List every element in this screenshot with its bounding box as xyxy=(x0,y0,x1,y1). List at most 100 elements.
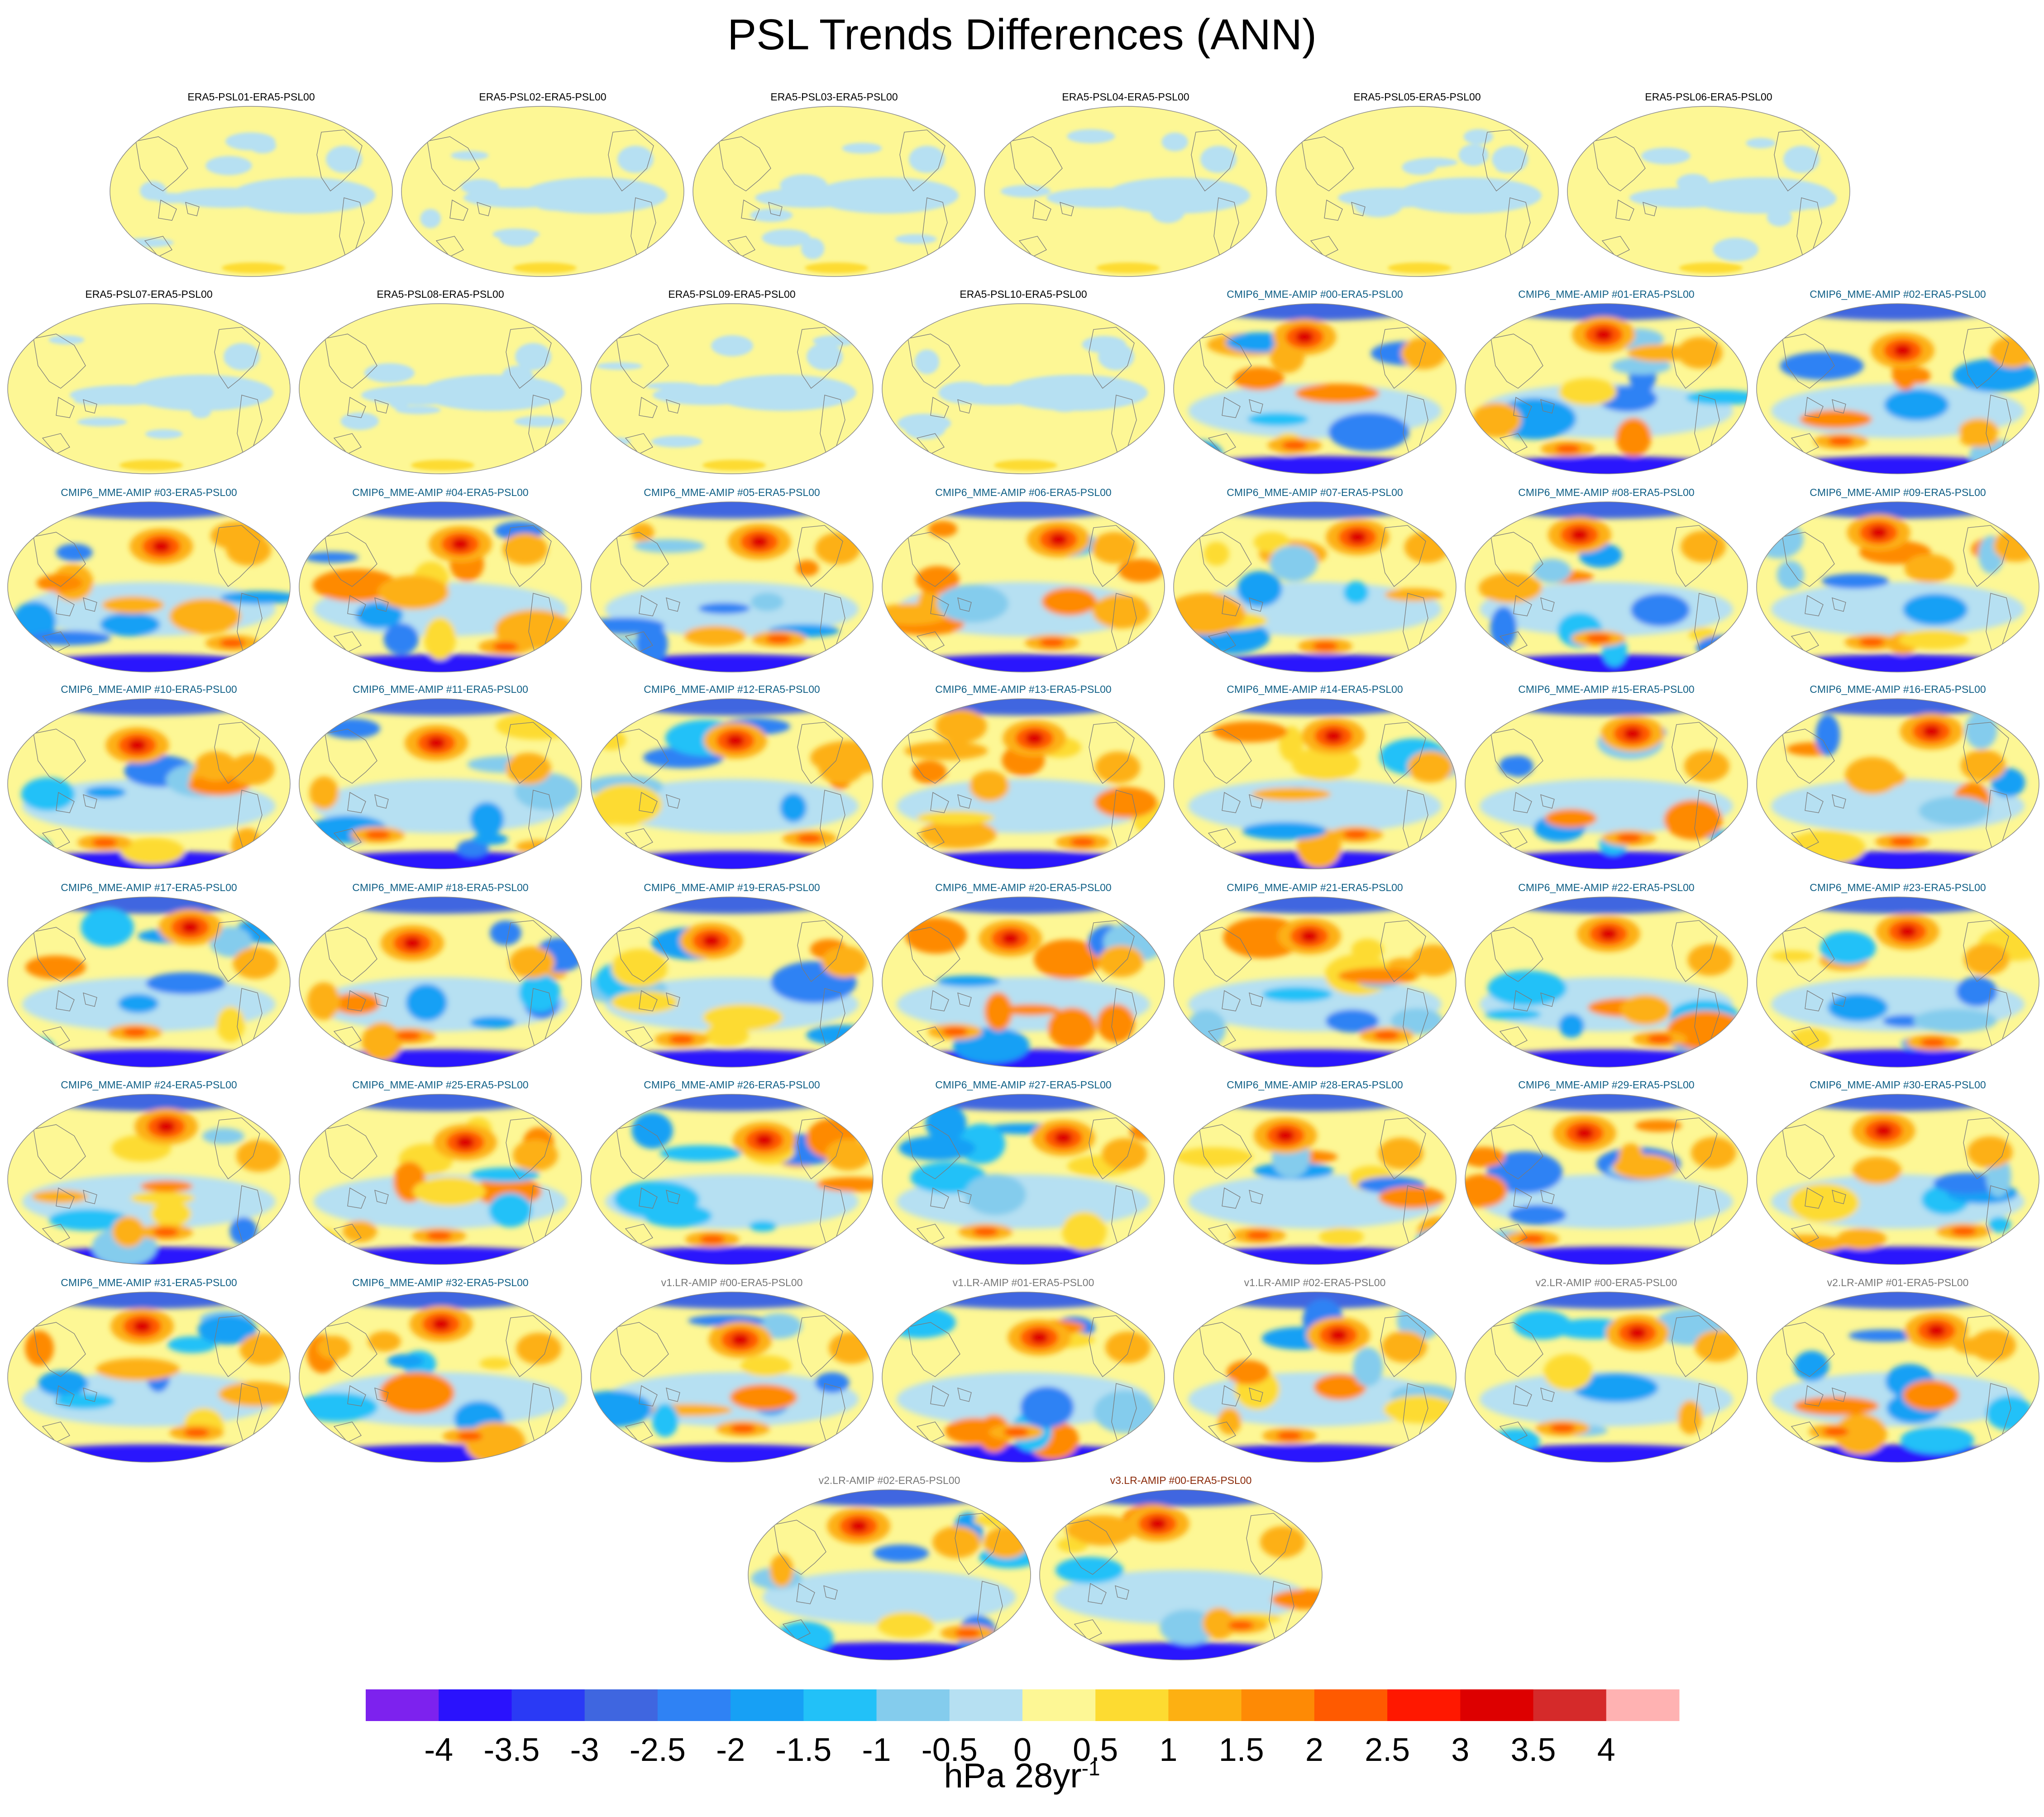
colorbar-tick-label: -4 xyxy=(424,1732,453,1768)
anomaly-region xyxy=(850,1520,868,1533)
anomaly-region xyxy=(1260,1526,1305,1558)
colorbar-tick-label: 2.5 xyxy=(1365,1732,1410,1768)
map-outline xyxy=(984,106,1267,277)
anomaly-region xyxy=(1378,1186,1445,1209)
map-panel: ERA5-PSL08-ERA5-PSL00 xyxy=(298,288,583,476)
anomaly-region xyxy=(1713,238,1759,262)
map-panel: CMIP6_MME-AMIP #07-ERA5-PSL00 xyxy=(1172,486,1457,674)
map-panel: CMIP6_MME-AMIP #19-ERA5-PSL00 xyxy=(589,881,874,1069)
anomaly-region xyxy=(1282,440,1308,450)
coastline xyxy=(797,1117,843,1179)
map-outline xyxy=(882,303,1165,474)
anomaly-region xyxy=(1821,573,1889,589)
anomaly-region xyxy=(712,375,856,411)
anomaly-region xyxy=(1960,432,1998,448)
coastline xyxy=(823,1585,838,1600)
anomaly-region xyxy=(726,734,745,747)
coastline xyxy=(83,992,97,1007)
map-outline xyxy=(882,698,1165,869)
panel-title: CMIP6_MME-AMIP #28-ERA5-PSL00 xyxy=(1227,1079,1403,1091)
colorbar-tick-label: 3 xyxy=(1451,1732,1469,1768)
anomaly-region xyxy=(403,936,421,949)
colorbar-swatch xyxy=(584,1689,658,1721)
coastline xyxy=(916,631,945,653)
anomaly-region xyxy=(1458,144,1489,166)
coastline xyxy=(1540,794,1555,809)
anomaly-region xyxy=(1964,943,2010,975)
coastline xyxy=(1380,1315,1426,1377)
anomaly-region xyxy=(379,1372,455,1414)
coastline xyxy=(916,433,945,454)
coastline xyxy=(1615,199,1634,221)
coastline xyxy=(616,532,669,587)
anomaly-region xyxy=(1003,1427,1029,1437)
map-field xyxy=(299,1292,582,1463)
coastline xyxy=(83,794,97,809)
anomaly-region xyxy=(396,405,441,415)
anomaly-region xyxy=(220,638,245,648)
anomaly-region xyxy=(216,1006,245,1043)
anomaly-region xyxy=(1785,699,2011,715)
anomaly-region xyxy=(77,417,127,427)
colorbar-tick-label: -2.5 xyxy=(630,1732,686,1768)
coastline xyxy=(1832,399,1846,414)
anomaly-region xyxy=(905,917,967,954)
anomaly-region xyxy=(1956,977,1997,1006)
anomaly-region xyxy=(1823,1427,1849,1436)
coastline xyxy=(957,794,972,809)
map-field xyxy=(7,1292,291,1463)
map-field xyxy=(1465,1292,1748,1463)
coastline xyxy=(639,396,658,418)
anomaly-region xyxy=(888,1445,1159,1462)
panel-title: v1.LR-AMIP #01-ERA5-PSL00 xyxy=(952,1277,1094,1288)
coastline xyxy=(325,1322,377,1377)
coastline xyxy=(1499,1224,1528,1245)
anomaly-region xyxy=(816,1177,873,1192)
coastline xyxy=(83,597,97,612)
anomaly-region xyxy=(426,1231,452,1240)
panel-title: CMIP6_MME-AMIP #21-ERA5-PSL00 xyxy=(1227,882,1403,893)
coastline xyxy=(1089,327,1135,389)
coastline xyxy=(1513,1187,1532,1209)
map-field xyxy=(590,501,874,672)
anomaly-region xyxy=(229,753,275,785)
map-field xyxy=(1275,106,1559,277)
coastline xyxy=(374,794,389,809)
coastline xyxy=(1963,722,2009,784)
colorbar-swatch xyxy=(1460,1689,1534,1721)
anomaly-region xyxy=(317,1335,351,1360)
coastline xyxy=(42,631,70,653)
map-field xyxy=(299,501,582,672)
coastline xyxy=(1513,792,1532,813)
anomaly-region xyxy=(1572,1373,1658,1402)
anomaly-region xyxy=(333,992,381,1015)
map-outline xyxy=(1173,897,1457,1068)
coastline xyxy=(1963,1117,2009,1179)
coastline xyxy=(347,1385,366,1407)
anomaly-region xyxy=(779,174,827,196)
anomaly-region xyxy=(1971,1330,2016,1362)
map-panel: v1.LR-AMIP #00-ERA5-PSL00 xyxy=(589,1276,874,1464)
coastline xyxy=(1089,525,1135,587)
coastline xyxy=(1782,927,1835,982)
map-outline xyxy=(590,501,874,672)
coastline xyxy=(639,595,658,616)
anomaly-region xyxy=(38,1370,88,1397)
anomaly-region xyxy=(1575,1126,1594,1140)
coastline xyxy=(1791,1026,1819,1048)
coastline xyxy=(1249,1190,1263,1204)
panel-title: CMIP6_MME-AMIP #07-ERA5-PSL00 xyxy=(1227,486,1403,498)
anomaly-region xyxy=(470,802,504,837)
anomaly-region xyxy=(1533,558,1571,583)
anomaly-region xyxy=(1933,1173,2002,1194)
anomaly-region xyxy=(969,771,1009,801)
anomaly-region xyxy=(596,1049,868,1067)
anomaly-region xyxy=(1148,1517,1167,1531)
anomaly-region xyxy=(796,560,819,577)
panel-title: CMIP6_MME-AMIP #32-ERA5-PSL00 xyxy=(352,1277,529,1288)
anomaly-region xyxy=(1762,654,2034,672)
anomaly-region xyxy=(1899,630,1969,649)
anomaly-region xyxy=(534,196,579,211)
anomaly-region xyxy=(96,1358,180,1381)
coastline xyxy=(741,199,760,221)
